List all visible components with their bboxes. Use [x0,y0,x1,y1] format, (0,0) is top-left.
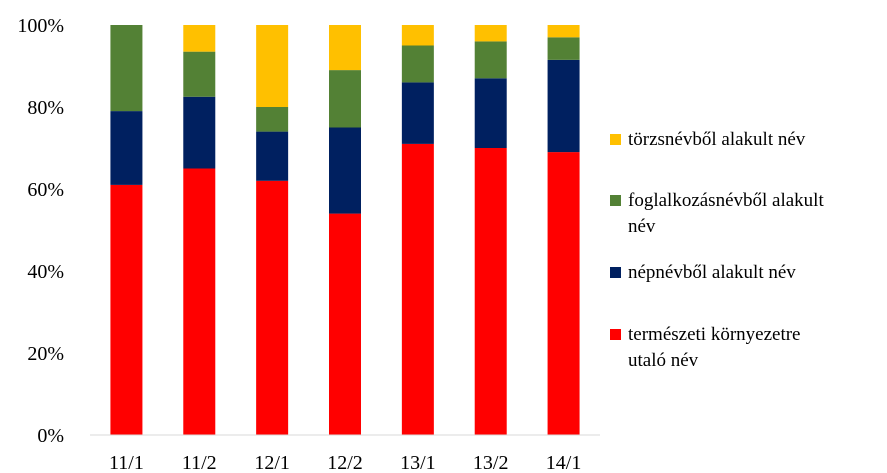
legend-label: természeti környezetre [628,324,800,345]
bar-segment [256,107,289,132]
bar-segment [183,96,216,169]
bar-segment [256,131,289,181]
x-tick-label: 13/2 [473,452,509,473]
legend-label: népnévből alakult név [628,262,796,283]
y-tick-label: 60% [27,179,64,201]
bar-segment [110,111,143,185]
bar-segment [329,25,361,71]
legend-label: törzsnévből alakult név [628,129,806,150]
bar-segment [547,59,580,153]
bar-segment [183,25,216,52]
bar-segment [547,37,580,60]
legend-swatch [610,329,621,340]
bar-segment [401,25,434,46]
bar-segment [256,25,289,107]
legend-label: utaló név [628,350,699,371]
bar-segment [401,143,434,435]
x-tick-label: 12/2 [327,452,363,473]
y-axis-labels: 0% 20% 40% 60% 80% 100% [17,15,64,447]
y-tick-label: 0% [37,425,64,447]
x-axis-labels: 11/1 11/2 12/1 12/2 13/1 13/2 14/1 [109,452,581,473]
x-tick-label: 12/1 [254,452,290,473]
x-tick-label: 11/1 [109,452,144,473]
legend-swatch [610,195,621,206]
bar-segment [183,51,216,97]
y-tick-label: 40% [27,261,64,283]
bar-segment [329,213,361,435]
bar-segment [401,45,434,83]
legend-label: név [628,216,656,237]
bar-segment [401,82,434,144]
y-tick-label: 20% [27,343,64,365]
bar-segment [329,127,361,214]
y-tick-label: 80% [27,97,64,119]
bar-segment [474,41,507,79]
bar-segment [329,70,361,128]
bar-segment [110,184,143,435]
bars [110,25,580,435]
bar-segment [110,25,143,112]
bar-segment [183,168,216,435]
bar-segment [256,180,289,435]
bar-segment [547,152,580,435]
bar-segment [474,25,507,42]
x-tick-label: 14/1 [546,452,582,473]
x-tick-label: 11/2 [182,452,217,473]
legend-swatch [610,267,621,278]
x-tick-label: 13/1 [400,452,436,473]
bar-segment [474,78,507,148]
legend: törzsnévből alakult név foglalkozásnévből… [610,129,824,371]
bar-segment [547,25,580,38]
legend-label: foglalkozásnévből alakult [628,190,824,211]
y-tick-label: 100% [17,15,64,37]
legend-swatch [610,134,621,145]
bar-segment [474,148,507,435]
